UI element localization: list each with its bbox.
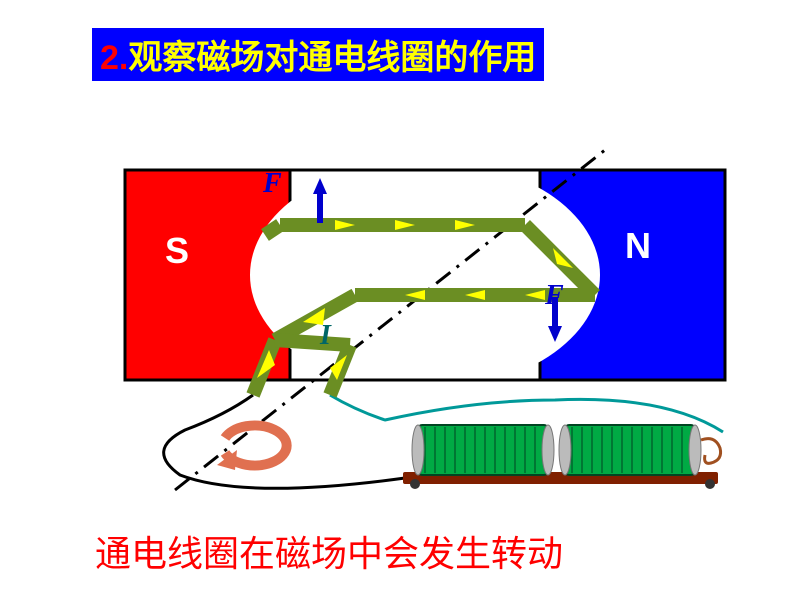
- south-pole-label: S: [165, 230, 189, 272]
- pole-gap: [250, 160, 600, 390]
- title-text: 观察磁场对通电线圈的作用: [128, 30, 536, 79]
- rotation-arrow-icon: [217, 426, 287, 471]
- force-down-label: F: [545, 280, 564, 312]
- title-number: 2.: [100, 39, 128, 78]
- magnets: [125, 160, 725, 390]
- force-up-label: F: [263, 168, 282, 200]
- physics-diagram: S N F F I: [105, 140, 705, 500]
- title-bar: 2. 观察磁场对通电线圈的作用: [92, 28, 544, 81]
- caption-text: 通电线圈在磁场中会发生转动: [95, 525, 563, 577]
- battery-pack: [403, 425, 721, 489]
- current-label: I: [320, 320, 331, 352]
- north-pole-label: N: [625, 225, 651, 267]
- diagram-svg: [105, 140, 745, 520]
